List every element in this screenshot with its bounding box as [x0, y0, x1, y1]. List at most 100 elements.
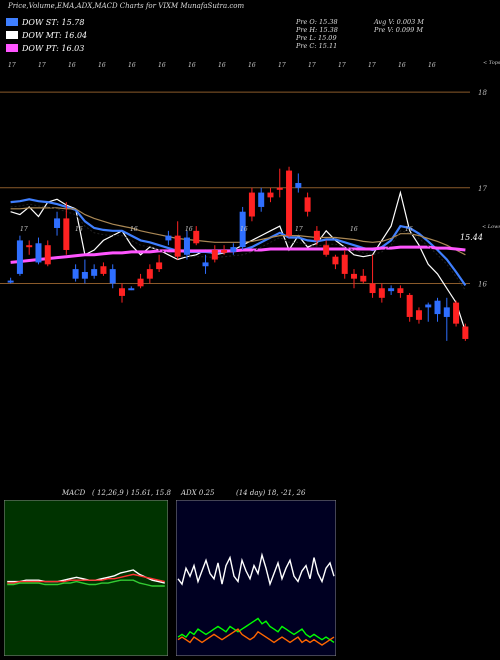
top-mark: 16	[188, 62, 196, 69]
macd-params: ( 12,26,9 ) 15.61, 15.8	[92, 489, 171, 497]
candle-body	[221, 249, 228, 253]
legend-swatch-white	[6, 31, 18, 39]
candle-body	[415, 310, 422, 320]
candle-body	[434, 300, 441, 315]
candle-body	[304, 197, 311, 212]
candle-body	[425, 304, 432, 308]
legend-dow-pt: DOW PT: 16.03	[6, 44, 84, 53]
top-mark: 16	[398, 62, 406, 69]
candle-body	[128, 288, 135, 291]
candle-body	[202, 262, 209, 267]
candle-body	[369, 283, 376, 294]
top-mark: 17	[338, 62, 346, 69]
candle-body	[378, 288, 385, 298]
candle-body	[146, 269, 153, 279]
low-mark: 16	[405, 226, 413, 233]
top-mark: 16	[128, 62, 136, 69]
chart-title: Price,Volume,EMA,ADX,MACD Charts for VIX…	[8, 2, 245, 10]
prev-high: Pre H: 15.38	[296, 26, 338, 34]
avg-volume: Avg V: 0.003 M	[374, 18, 424, 26]
legend-swatch-blue	[6, 18, 18, 26]
indicator-line	[7, 579, 165, 587]
top-mark: 17	[308, 62, 316, 69]
legend-label: DOW PT: 16.03	[22, 44, 85, 53]
legend-dow-mt: DOW MT: 16.04	[6, 31, 87, 40]
candle-body	[26, 245, 33, 248]
candle-body	[174, 235, 181, 257]
candle-body	[119, 288, 125, 296]
candle-body	[109, 269, 116, 284]
lows-label: < Lows	[482, 224, 500, 230]
adx-params: (14 day) 18, -21, 26	[236, 489, 306, 497]
candle-body	[81, 271, 88, 279]
prev-close: Pre C: 15.11	[296, 42, 338, 50]
y-tick-label: 16	[478, 280, 487, 288]
candle-body	[258, 192, 265, 207]
candle-body	[276, 187, 283, 190]
indicator-line	[7, 569, 165, 584]
panel-background	[4, 500, 168, 656]
top-mark: 16	[428, 62, 436, 69]
candle-body	[100, 266, 107, 274]
candle-body	[211, 249, 218, 260]
indicator-line	[10, 245, 466, 264]
legend-label: DOW ST: 15.78	[22, 18, 85, 27]
last-price-label: 15.44	[460, 233, 483, 242]
candle-body	[462, 326, 469, 339]
low-mark: 16	[185, 226, 193, 233]
indicator-line	[7, 573, 165, 584]
legend-label: DOW MT: 16.04	[22, 31, 88, 40]
candle-body	[286, 170, 293, 236]
indicator-line	[177, 552, 335, 587]
candle-body	[295, 183, 302, 188]
candle-body	[44, 245, 51, 265]
candle-body	[7, 280, 14, 283]
top-mark: 16	[248, 62, 256, 69]
candle-body	[360, 275, 367, 282]
top-mark: 16	[218, 62, 226, 69]
top-mark: 17	[8, 62, 16, 69]
candle-body	[54, 218, 61, 228]
candle-body	[443, 307, 450, 317]
candle-body	[16, 240, 23, 274]
candle-body	[239, 211, 246, 248]
low-mark: 17	[20, 226, 28, 233]
candle-body	[406, 294, 413, 317]
adx-panel	[176, 500, 336, 656]
candle-body	[248, 192, 255, 217]
candle-body	[323, 245, 330, 255]
top-mark: 16	[158, 62, 166, 69]
candle-body	[35, 243, 42, 263]
legend-dow-st: DOW ST: 15.78	[6, 18, 84, 27]
candle-body	[91, 269, 98, 276]
candle-body	[137, 278, 144, 287]
low-mark: 16	[240, 226, 248, 233]
y-tick-label: 17	[478, 185, 487, 193]
price-chart: 18 17 16 17 17 16 16 16 16 16 16 16 17 17 17 17 16 16 17 16…	[0, 60, 500, 341]
legend-swatch-magenta	[6, 44, 18, 52]
y-tick-label: 18	[478, 89, 487, 97]
indicator-line	[177, 617, 335, 643]
top-mark: 17	[278, 62, 286, 69]
candle-body	[453, 302, 460, 324]
macd-panel	[4, 500, 168, 656]
candle-body	[183, 237, 190, 255]
candle-body	[351, 273, 357, 279]
low-mark: 16	[350, 226, 358, 233]
top-mark: 16	[98, 62, 106, 69]
candle-body	[341, 254, 348, 274]
candle-body	[388, 288, 395, 292]
prev-low: Pre L: 15.09	[296, 34, 337, 42]
low-mark: 17	[295, 226, 303, 233]
candle-body	[156, 262, 163, 270]
top-mark: 17	[368, 62, 376, 69]
tops-label: < Tops	[483, 60, 500, 66]
candle-body	[63, 218, 70, 250]
top-mark: 16	[68, 62, 76, 69]
prev-open: Pre O: 15.38	[296, 18, 338, 26]
candle-body	[230, 247, 237, 252]
candle-body	[332, 256, 339, 265]
low-mark: 16	[130, 226, 138, 233]
candle-body	[72, 269, 79, 279]
top-mark: 17	[38, 62, 46, 69]
